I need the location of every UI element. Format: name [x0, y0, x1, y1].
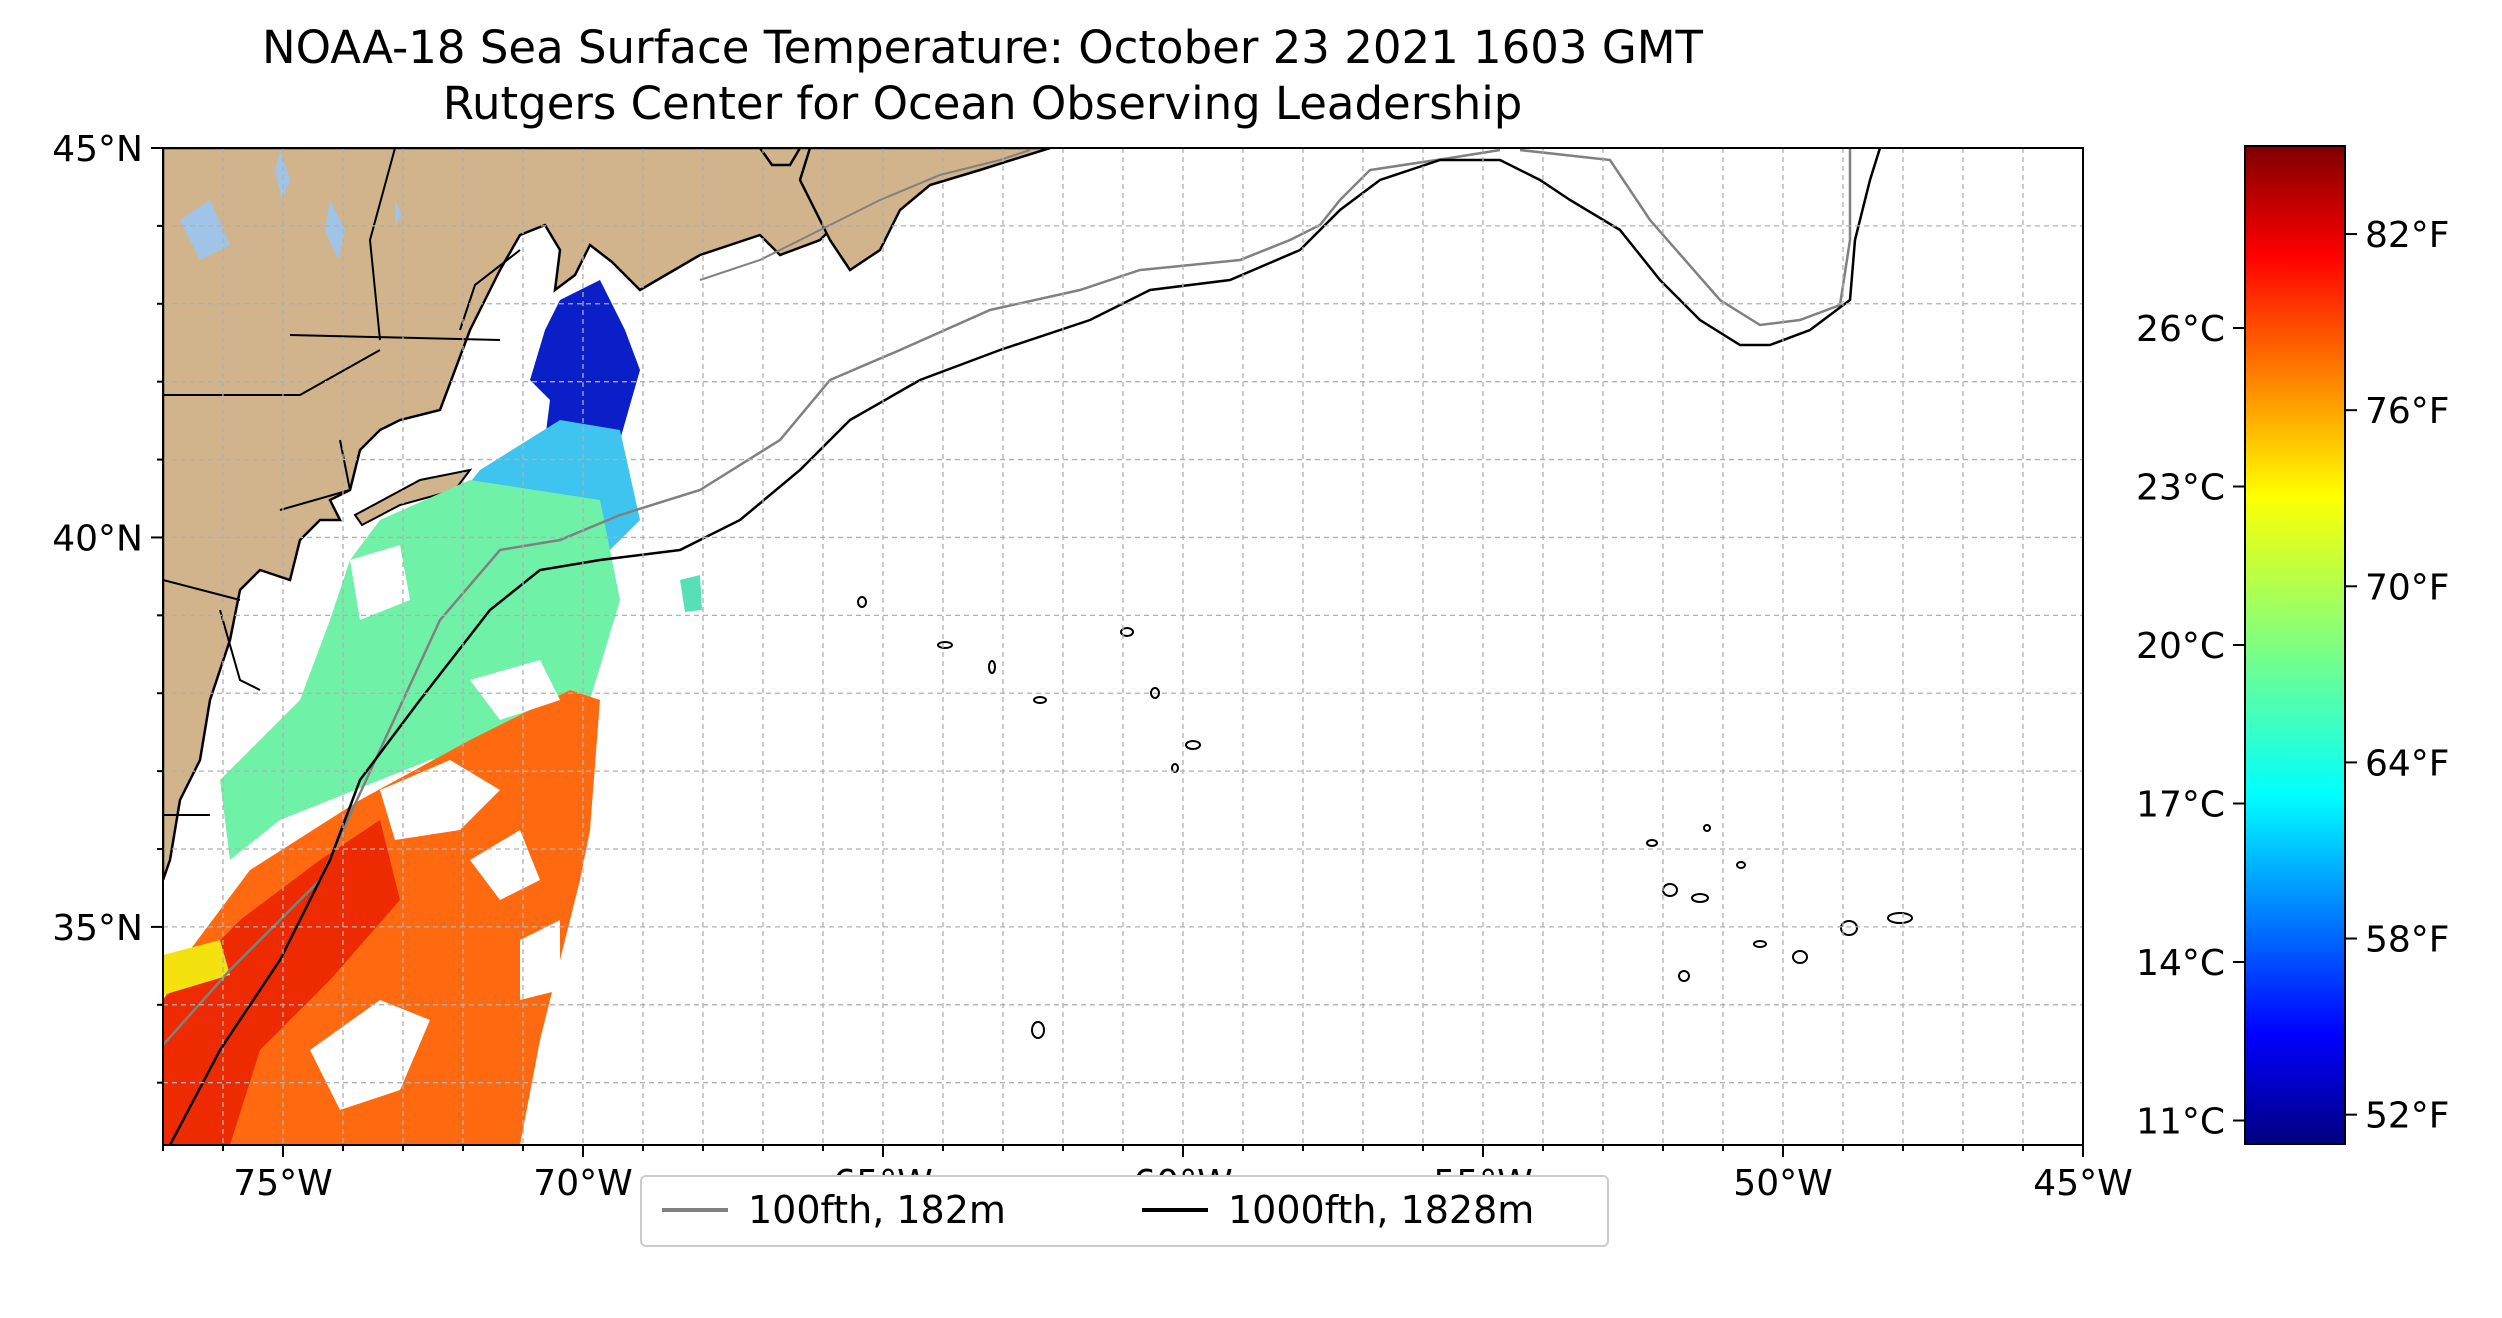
lat-tick-label: 40°N [52, 518, 143, 559]
legend-line-1000fth [1142, 1208, 1208, 1212]
colorbar-c-label: 17°C [2136, 785, 2225, 826]
colorbar-c-label: 23°C [2136, 467, 2225, 508]
legend-item-1000fth: 1000fth, 1828m [1142, 1185, 1534, 1235]
land-canada [798, 148, 1051, 272]
sst-mid-shelf [220, 480, 620, 860]
isobath-1000fth [168, 148, 1882, 1145]
colorbar-f-label: 76°F [2365, 391, 2450, 432]
legend-item-100fth: 100fth, 182m [662, 1185, 1006, 1235]
latitude-axis: 45°N 40°N 35°N [52, 129, 163, 1084]
colorbar-f-label: 64°F [2365, 743, 2450, 784]
colorbar-f-label: 70°F [2365, 567, 2450, 608]
colorbar-c-label: 14°C [2136, 943, 2225, 984]
legend-label-100fth: 100fth, 182m [748, 1188, 1006, 1232]
colorbar: 52°F 58°F 64°F 70°F 76°F 82°F 11°C 14°C 17°C 20°… [2136, 145, 2450, 1145]
colorbar-fahrenheit-ticks: 52°F 58°F 64°F 70°F 76°F 82°F [2345, 215, 2450, 1137]
state-borders [163, 148, 521, 816]
sst-yellow-edge [163, 940, 230, 995]
land-mass [163, 148, 1051, 881]
isobath-100fth [163, 148, 1501, 1046]
isobath-100fth-east [1519, 148, 1852, 327]
lon-tick-label: 75°W [233, 1163, 332, 1204]
legend-label-1000fth: 1000fth, 1828m [1228, 1188, 1535, 1232]
colorbar-f-label: 58°F [2365, 920, 2450, 961]
lat-tick-label: 35°N [52, 908, 143, 949]
legend-line-100fth [662, 1208, 728, 1212]
sst-isolated-patch [680, 575, 702, 612]
colorbar-celsius-ticks: 11°C 14°C 17°C 20°C 23°C 26°C [2136, 309, 2245, 1143]
isobath-100fth-gulf [699, 149, 1031, 281]
sst-hot-band [163, 820, 400, 1145]
colorbar-f-label: 52°F [2365, 1096, 2450, 1137]
lon-tick-label: 70°W [533, 1163, 632, 1204]
land-cape-breton [758, 148, 802, 167]
colorbar-c-label: 20°C [2136, 626, 2225, 667]
colorbar-gradient [2244, 145, 2346, 1145]
lon-tick-label: 45°W [2033, 1163, 2132, 1204]
sst-data-layer [163, 280, 702, 1145]
lat-tick-label: 45°N [52, 129, 143, 170]
chart-title: NOAA-18 Sea Surface Temperature: October… [261, 21, 1704, 74]
lakes [180, 150, 402, 260]
chart-subtitle: Rutgers Center for Ocean Observing Leade… [442, 77, 1523, 130]
colorbar-f-label: 82°F [2365, 215, 2450, 256]
legend: 100fth, 182m 1000fth, 1828m [640, 1175, 1609, 1247]
colorbar-c-label: 26°C [2136, 309, 2225, 350]
lon-tick-label: 50°W [1733, 1163, 1832, 1204]
colorbar-c-label: 11°C [2136, 1102, 2225, 1143]
